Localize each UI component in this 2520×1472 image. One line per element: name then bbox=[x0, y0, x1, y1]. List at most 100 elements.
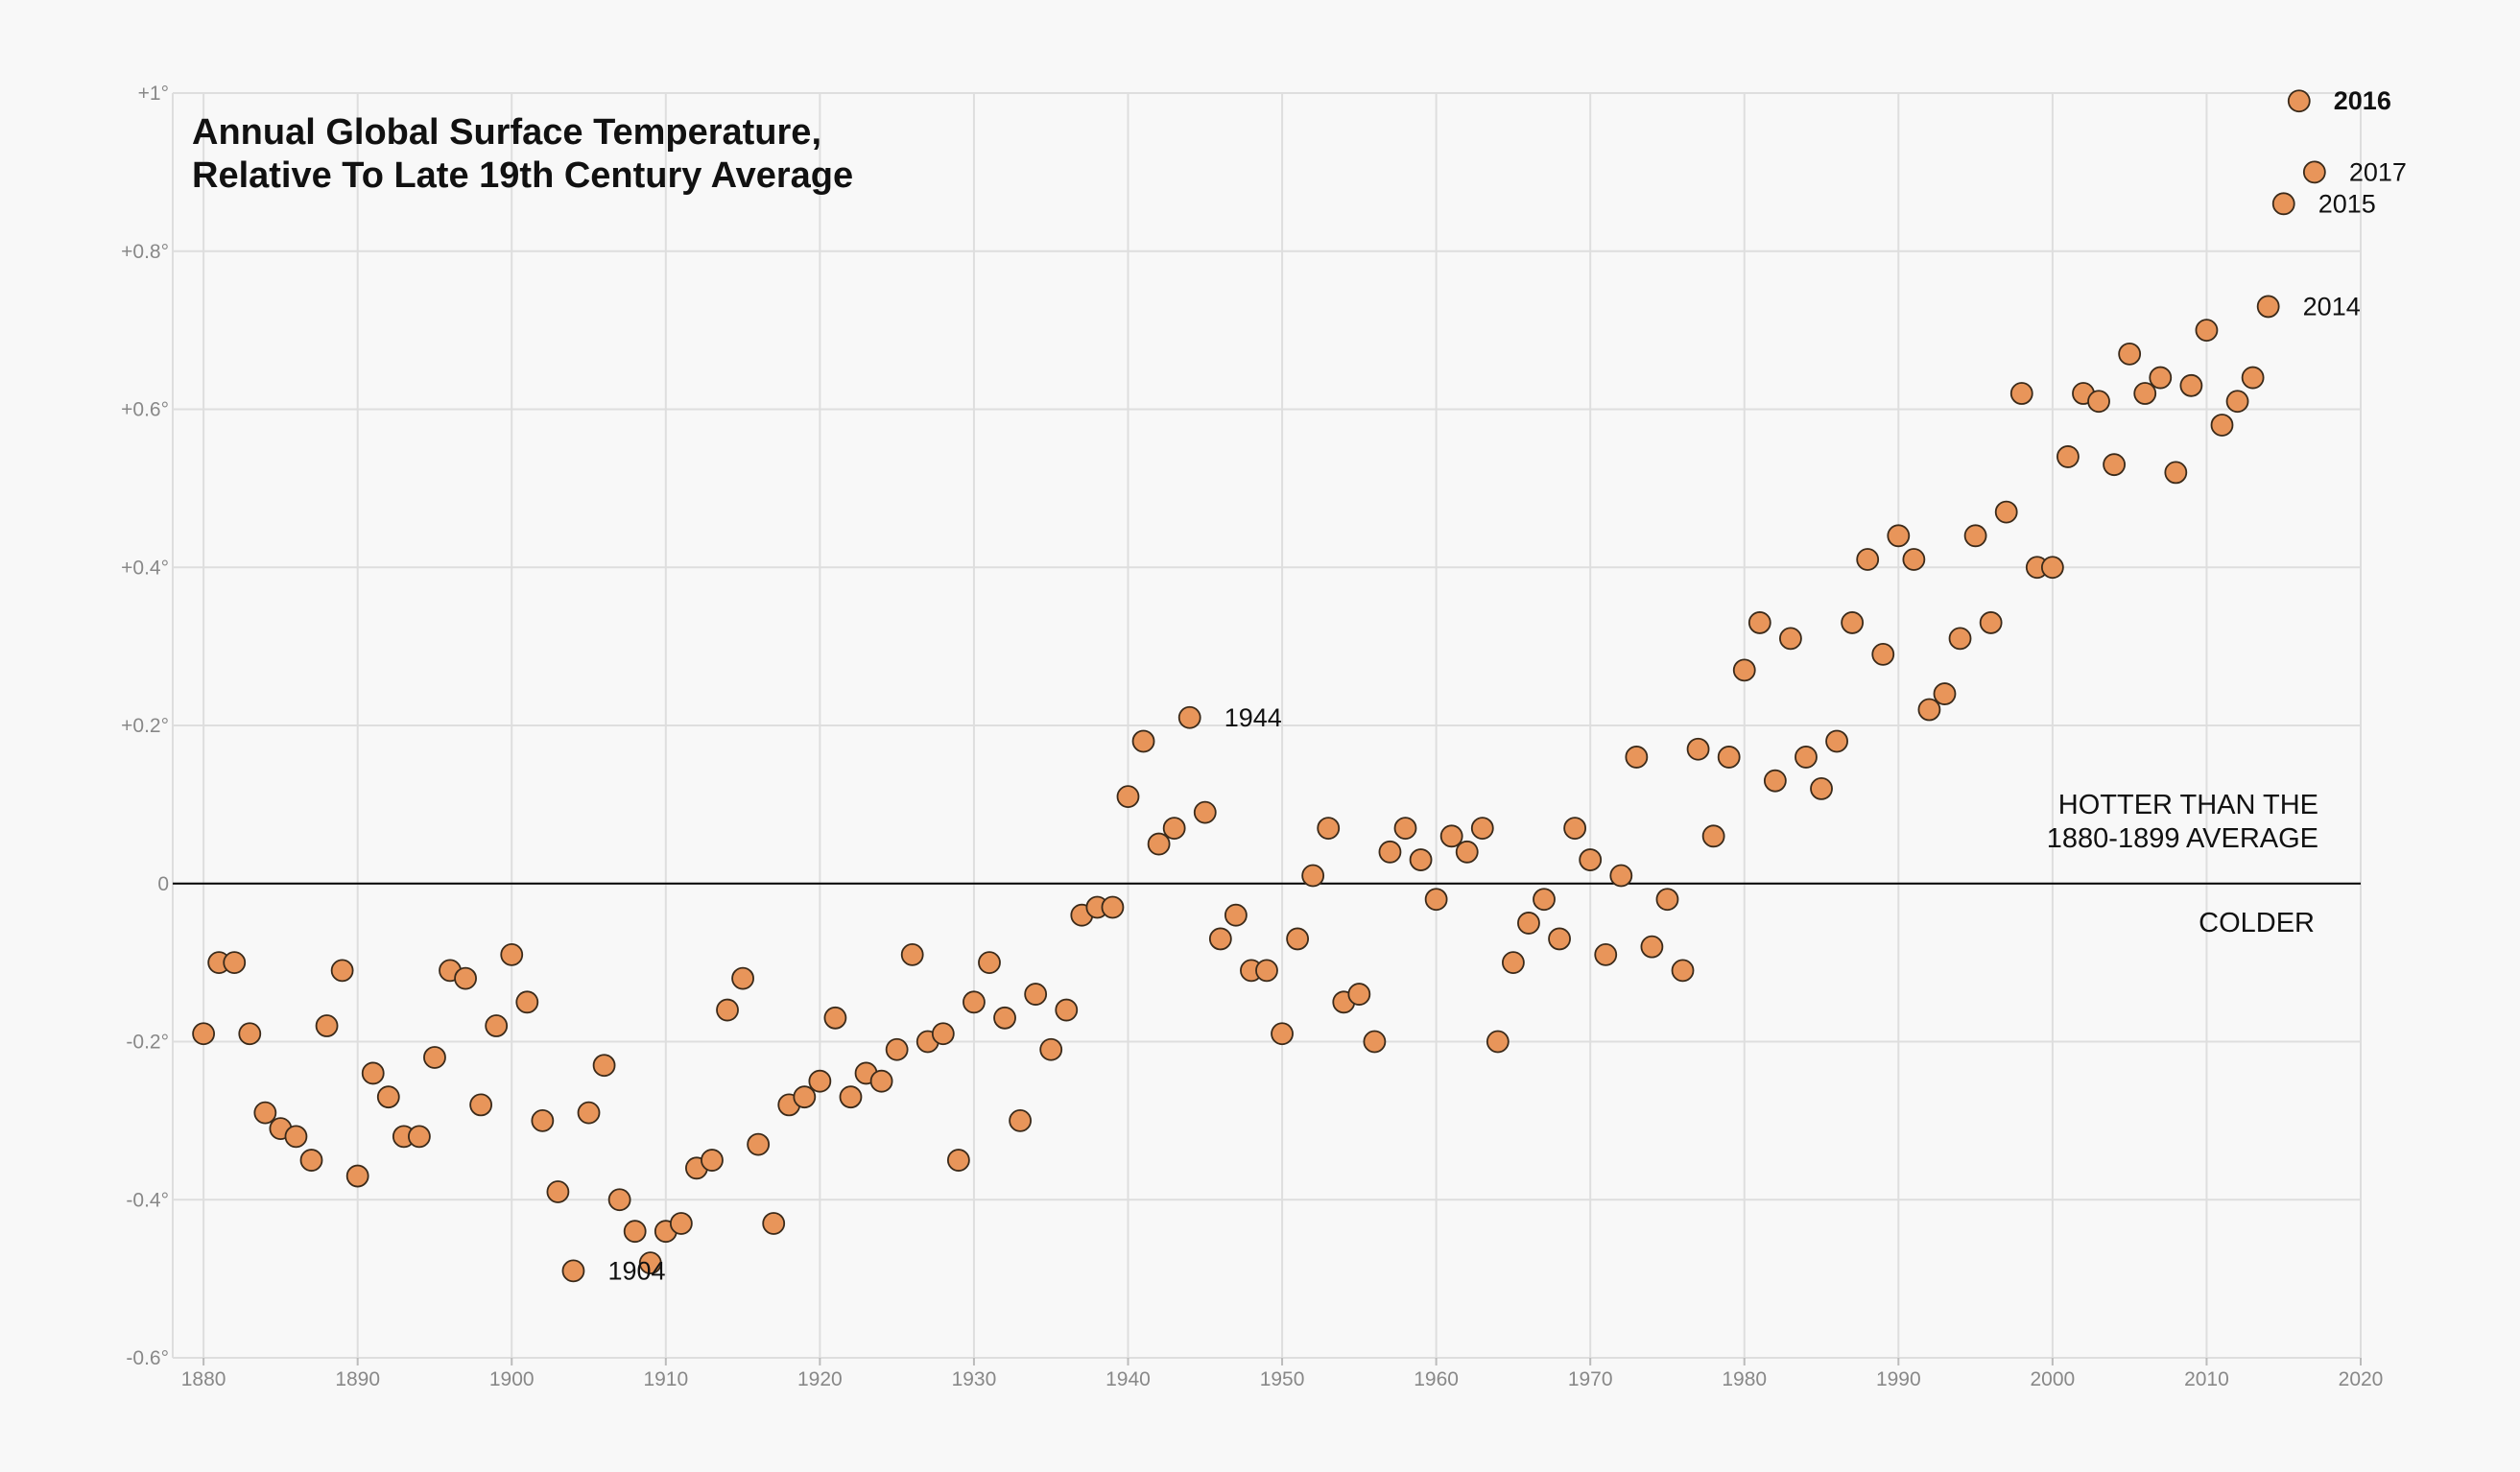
title-line-1: Annual Global Surface Temperature, bbox=[192, 112, 821, 153]
data-point bbox=[546, 1180, 570, 1203]
data-point bbox=[253, 1101, 277, 1125]
data-point bbox=[1116, 785, 1140, 809]
data-point bbox=[2133, 382, 2157, 405]
data-point bbox=[1193, 800, 1217, 824]
data-point bbox=[2179, 373, 2203, 397]
data-point bbox=[607, 1188, 631, 1212]
y-tick-label: -0.4° bbox=[126, 1189, 169, 1211]
data-point bbox=[1039, 1037, 1063, 1061]
data-point bbox=[1563, 817, 1587, 840]
data-point bbox=[2056, 445, 2080, 468]
data-point bbox=[1856, 548, 1880, 571]
data-point bbox=[793, 1085, 817, 1109]
hotter-label-line-2: 1880-1899 AVERAGE bbox=[2047, 823, 2318, 854]
x-tick-label: 2000 bbox=[2031, 1368, 2076, 1390]
x-tick-label: 1880 bbox=[181, 1368, 226, 1390]
data-point bbox=[623, 1220, 647, 1244]
y-tick-label: +1° bbox=[138, 83, 169, 105]
data-point bbox=[1747, 611, 1771, 634]
data-point bbox=[2103, 453, 2126, 477]
data-point bbox=[2225, 390, 2249, 414]
data-point bbox=[1671, 959, 1695, 983]
data-point bbox=[1548, 927, 1571, 951]
data-point bbox=[299, 1149, 323, 1172]
x-tick-label: 1920 bbox=[797, 1368, 843, 1390]
data-point bbox=[946, 1149, 970, 1172]
data-point bbox=[808, 1069, 832, 1093]
y-tick-label: +0.6° bbox=[121, 399, 169, 421]
annotation-label: 1944 bbox=[1224, 703, 1282, 732]
data-point bbox=[577, 1101, 601, 1125]
x-tick-label: 1980 bbox=[1722, 1368, 1767, 1390]
data-point bbox=[669, 1212, 693, 1235]
data-point bbox=[2241, 366, 2265, 390]
data-point bbox=[423, 1046, 446, 1069]
data-point bbox=[1363, 1030, 1387, 1054]
data-point bbox=[2302, 160, 2326, 184]
annotation-label: 2016 bbox=[2334, 86, 2391, 115]
data-point bbox=[1439, 824, 1463, 848]
hotter-label-line-1: HOTTER THAN THE bbox=[2058, 790, 2318, 820]
data-point bbox=[2149, 366, 2173, 390]
data-point bbox=[1795, 746, 1818, 769]
data-point bbox=[284, 1125, 308, 1149]
data-point bbox=[839, 1085, 863, 1109]
data-point bbox=[716, 998, 739, 1022]
data-point bbox=[361, 1061, 385, 1085]
x-tick-label: 1900 bbox=[489, 1368, 535, 1390]
data-point bbox=[900, 942, 924, 966]
data-point bbox=[1579, 848, 1603, 871]
data-point bbox=[978, 951, 1001, 975]
data-point bbox=[1533, 888, 1556, 912]
data-point bbox=[1763, 769, 1787, 793]
data-point bbox=[1147, 832, 1171, 856]
data-point bbox=[1963, 524, 1987, 548]
data-point bbox=[192, 1022, 216, 1046]
data-point bbox=[2256, 295, 2280, 319]
data-point bbox=[1055, 998, 1079, 1022]
data-point bbox=[376, 1085, 400, 1109]
x-tick-label: 1940 bbox=[1105, 1368, 1151, 1390]
data-point bbox=[2040, 556, 2064, 580]
data-point bbox=[1871, 642, 1895, 666]
data-point bbox=[638, 1251, 662, 1275]
data-point bbox=[1409, 848, 1433, 871]
data-point bbox=[1177, 705, 1201, 729]
x-tick-label: 1970 bbox=[1568, 1368, 1613, 1390]
region-labels: HOTTER THAN THE 1880-1899 AVERAGE COLDER bbox=[2047, 790, 2318, 938]
data-point bbox=[931, 1022, 955, 1046]
data-point bbox=[731, 966, 754, 990]
x-tick-label: 2020 bbox=[2339, 1368, 2384, 1390]
x-tick-label: 1960 bbox=[1414, 1368, 1459, 1390]
data-point bbox=[1024, 983, 1048, 1006]
data-point bbox=[1517, 912, 1540, 935]
annotation-label: 2014 bbox=[2303, 292, 2361, 321]
data-point bbox=[1810, 777, 1833, 800]
data-point bbox=[1301, 864, 1325, 888]
data-point bbox=[1594, 942, 1618, 966]
data-point bbox=[2287, 89, 2311, 113]
data-point bbox=[238, 1022, 262, 1046]
data-point bbox=[561, 1259, 585, 1283]
title-line-2: Relative To Late 19th Century Average bbox=[192, 155, 853, 196]
data-point bbox=[1101, 895, 1125, 919]
data-point bbox=[1317, 817, 1341, 840]
x-tick-label: 1990 bbox=[1876, 1368, 1921, 1390]
data-point bbox=[1933, 682, 1957, 705]
data-point bbox=[1979, 611, 2003, 634]
data-point bbox=[1009, 1108, 1032, 1132]
data-point bbox=[1393, 817, 1417, 840]
data-point bbox=[1208, 927, 1232, 951]
data-point bbox=[485, 1014, 509, 1037]
y-tick-label: -0.2° bbox=[126, 1032, 169, 1054]
data-point bbox=[515, 990, 539, 1014]
y-tick-label: +0.2° bbox=[121, 715, 169, 737]
y-tick-label: -0.6° bbox=[126, 1347, 169, 1369]
data-point bbox=[762, 1212, 786, 1235]
data-point bbox=[823, 1006, 847, 1030]
data-point bbox=[408, 1125, 431, 1149]
data-point bbox=[2087, 390, 2110, 414]
data-point bbox=[2271, 192, 2295, 216]
data-point bbox=[1455, 840, 1479, 864]
